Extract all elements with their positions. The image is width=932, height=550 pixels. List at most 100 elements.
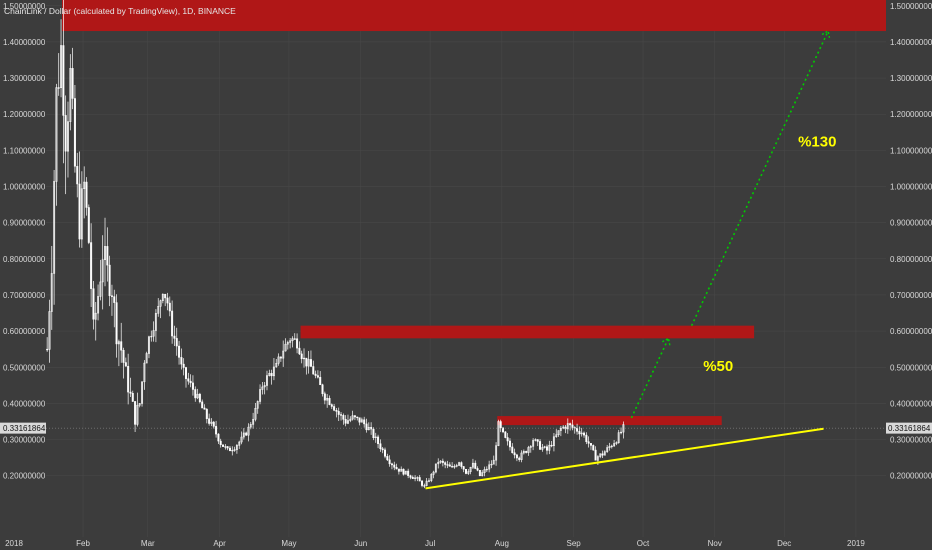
zone-resistance-mid	[300, 325, 755, 339]
candle-body	[175, 338, 178, 347]
candle-body	[108, 264, 111, 297]
zone-resistance-top	[62, 0, 886, 32]
candle-body	[502, 427, 505, 433]
candle-body	[233, 449, 236, 451]
candle-body	[282, 350, 285, 359]
candle-body	[425, 480, 428, 486]
y-tick-label-left: 0.90000000	[3, 219, 46, 228]
y-tick-label-right: 1.30000000	[890, 74, 932, 83]
candle-body	[94, 312, 97, 320]
y-tick-label-right: 1.40000000	[890, 38, 932, 47]
candle-body	[263, 385, 266, 388]
candle-body	[238, 441, 241, 446]
current-price-tag-right: 0.33161864	[886, 422, 932, 434]
y-axis-right: 0.20000000 0.30000000 0.40000000 0.50000000…	[890, 2, 932, 481]
candle-body	[379, 443, 382, 450]
candle-body	[497, 421, 500, 446]
candlesticks	[46, 0, 625, 489]
candle-body	[99, 281, 102, 297]
candle-body	[349, 418, 352, 421]
x-tick-label: Dec	[777, 539, 791, 548]
candle-body	[330, 404, 333, 407]
candle-body	[66, 121, 69, 152]
candle-body	[555, 434, 558, 438]
candle-body	[499, 421, 502, 429]
candle-body	[427, 480, 430, 482]
candle-body	[483, 469, 486, 473]
x-tick-label: Mar	[141, 539, 155, 548]
candle-body	[495, 445, 498, 461]
candle-body	[589, 443, 592, 446]
candle-body	[113, 296, 116, 303]
candle-body	[57, 87, 60, 89]
candle-body	[541, 447, 544, 450]
candle-body	[513, 452, 516, 456]
candle-body	[384, 449, 386, 457]
candle-body	[131, 392, 134, 402]
candle-body	[462, 466, 465, 470]
candle-body	[550, 444, 553, 447]
candle-body	[254, 407, 257, 420]
candle-body	[259, 389, 262, 402]
y-tick-label-left: 1.10000000	[3, 146, 46, 155]
candle-body	[266, 375, 268, 386]
candle-body	[583, 432, 586, 436]
candle-body	[71, 68, 74, 99]
candle-body	[515, 454, 518, 459]
candle-body	[557, 430, 560, 435]
candle-body	[279, 356, 282, 359]
candle-body	[453, 465, 456, 468]
candle-body	[606, 447, 609, 452]
candle-body	[460, 462, 463, 467]
candle-body	[363, 419, 366, 425]
candle-body	[191, 382, 194, 390]
y-tick-label-left: 0.80000000	[3, 255, 46, 264]
candle-body	[62, 45, 65, 116]
candle-body	[407, 470, 410, 476]
candle-body	[136, 404, 139, 425]
candle-body	[599, 453, 602, 457]
candle-body	[608, 446, 611, 448]
candle-body	[245, 432, 248, 436]
candle-body	[127, 365, 130, 393]
candle-body	[465, 468, 467, 474]
y-tick-label-right: 1.00000000	[890, 183, 932, 192]
candle-body	[270, 373, 273, 377]
candle-body	[333, 406, 336, 411]
candle-body	[592, 445, 595, 451]
candle-body	[141, 381, 144, 404]
x-tick-label: Aug	[495, 539, 509, 548]
candle-body	[321, 384, 324, 394]
candle-body	[134, 401, 137, 425]
resistance-zones	[62, 0, 886, 426]
candle-body	[275, 363, 278, 368]
candle-body	[256, 401, 259, 409]
candle-body	[414, 477, 417, 479]
candle-body	[161, 293, 164, 301]
candle-body	[617, 432, 620, 443]
candle-body	[87, 207, 90, 243]
y-tick-label-right: 1.50000000	[890, 2, 932, 11]
candle-body	[117, 341, 120, 345]
candle-body	[64, 115, 67, 152]
y-tick-label-right: 0.50000000	[890, 363, 932, 372]
current-price-tag-left: 0.33161864	[0, 422, 46, 434]
candle-body	[613, 443, 616, 447]
candle-body	[78, 183, 81, 240]
y-tick-label-left: 1.50000000	[3, 2, 46, 11]
candle-body	[337, 411, 340, 415]
candle-body	[536, 439, 539, 442]
candle-body	[323, 393, 326, 401]
candle-body	[182, 363, 185, 368]
candle-body	[360, 419, 363, 423]
candle-body	[164, 293, 167, 299]
candle-body	[212, 421, 215, 427]
candle-body	[159, 300, 162, 307]
y-tick-label-right: 0.80000000	[890, 255, 932, 264]
x-tick-label: Jul	[425, 539, 435, 548]
candle-body	[326, 398, 329, 401]
candle-body	[53, 181, 56, 274]
candle-body	[404, 470, 407, 475]
candle-body	[154, 313, 157, 331]
